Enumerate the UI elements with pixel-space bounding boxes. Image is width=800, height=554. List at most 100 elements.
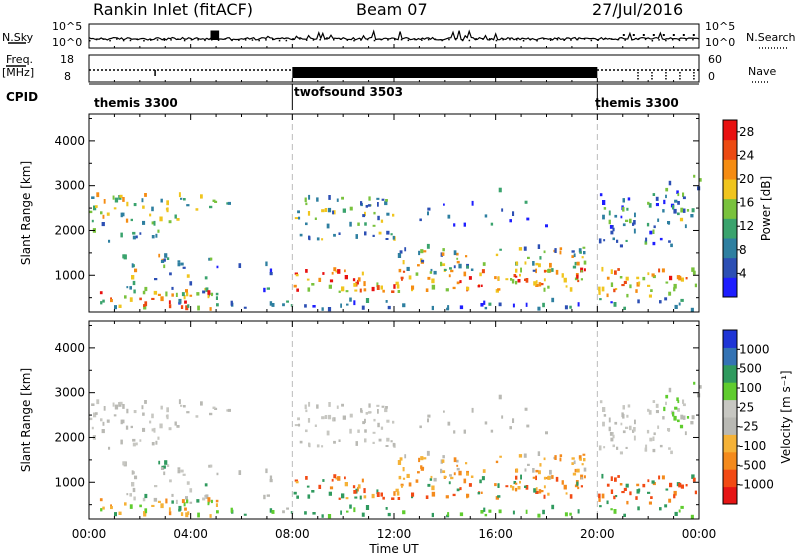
velocity-cell: [512, 510, 515, 515]
velocity-cell: [321, 514, 324, 518]
velocity-cell: [606, 483, 610, 487]
velocity-colorbar-swatch: [723, 330, 737, 348]
power-cell: [580, 278, 583, 281]
power-cell: [551, 268, 554, 272]
nsearch-dot: [638, 38, 640, 40]
velocity-cell: [316, 404, 319, 409]
velocity-cell: [559, 457, 562, 462]
velocity-cell: [119, 401, 123, 405]
velocity-cell: [387, 512, 391, 517]
power-cell: [625, 219, 629, 222]
nsearch-dot: [170, 39, 172, 41]
velocity-cell: [386, 437, 390, 442]
velocity-cell: [357, 486, 359, 492]
velocity-cell: [399, 457, 403, 461]
power-cell: [96, 192, 100, 198]
velocity-cell: [307, 418, 311, 423]
nsearch-dot: [642, 34, 645, 36]
power-cell: [340, 303, 342, 308]
power-cell: [200, 194, 203, 199]
nsearch-dot: [353, 39, 355, 42]
nsearch-dot: [312, 39, 315, 41]
nsearch-dot: [665, 39, 667, 42]
power-cell: [635, 289, 638, 293]
nsearch-dot: [671, 38, 674, 41]
y-tick-label: 1000: [54, 475, 85, 489]
velocity-cell: [677, 400, 680, 404]
power-cell: [376, 197, 380, 200]
power-cell: [196, 292, 200, 296]
velocity-cell: [209, 514, 212, 518]
power-cell: [471, 200, 474, 206]
velocity-cell: [682, 403, 686, 407]
power-cell: [168, 220, 172, 224]
power-cell: [359, 288, 362, 293]
power-cell: [99, 291, 103, 295]
power-cell: [659, 237, 663, 241]
velocity-colorbar-label: 100: [739, 381, 762, 395]
power-cell: [174, 214, 177, 219]
power-cell: [453, 223, 456, 227]
velocity-cell: [699, 385, 702, 389]
power-cell: [551, 297, 555, 303]
power-cell: [677, 212, 680, 216]
power-cell: [326, 223, 330, 229]
velocity-cell: [532, 476, 536, 479]
velocity-cell: [238, 470, 242, 475]
y-tick-label: 3000: [54, 179, 85, 193]
power-cell: [543, 278, 546, 282]
velocity-cell: [372, 441, 375, 444]
velocity-cell: [539, 463, 542, 467]
power-cell: [423, 250, 427, 253]
velocity-cell: [180, 512, 184, 516]
velocity-cell: [305, 409, 308, 413]
power-cell: [692, 270, 696, 275]
power-cell: [429, 271, 433, 274]
power-cell: [336, 198, 339, 202]
nsearch-dot: [644, 38, 647, 41]
velocity-cell: [477, 492, 481, 495]
power-cell: [151, 235, 155, 239]
velocity-cell: [644, 447, 648, 452]
velocity-cell: [377, 409, 379, 414]
velocity-cell: [102, 506, 105, 510]
velocity-cell: [269, 479, 273, 483]
velocity-cell: [465, 462, 468, 465]
velocity-cell: [417, 471, 420, 474]
velocity-cell: [271, 510, 275, 514]
power-cell: [498, 302, 502, 307]
velocity-cell: [177, 467, 181, 470]
velocity-cell: [122, 404, 125, 409]
power-cell: [445, 288, 449, 292]
power-cell: [122, 254, 126, 259]
velocity-cell: [344, 482, 348, 487]
velocity-cell: [540, 490, 544, 493]
power-cell: [584, 268, 586, 272]
velocity-cell: [200, 401, 203, 406]
velocity-cell: [133, 496, 136, 501]
velocity-cell: [357, 429, 360, 433]
velocity-colorbar-swatch: [723, 417, 737, 435]
power-cell: [535, 262, 539, 266]
velocity-cell: [423, 457, 427, 460]
velocity-cell: [564, 512, 568, 517]
power-cell: [613, 288, 616, 293]
velocity-cell: [677, 408, 680, 412]
velocity-cell: [391, 497, 395, 500]
power-cell: [488, 302, 492, 306]
velocity-cell: [610, 489, 614, 494]
power-cell: [465, 255, 468, 258]
power-cell: [337, 269, 341, 274]
power-cell: [171, 286, 174, 290]
x-tick-label: 08:00: [275, 527, 310, 541]
power-cell: [311, 283, 315, 286]
power-cell: [163, 258, 166, 262]
power-cell: [538, 282, 542, 287]
velocity-cell: [333, 474, 337, 479]
power-cell: [539, 256, 542, 260]
power-cell: [399, 250, 403, 254]
power-colorbar-swatch: [723, 238, 737, 259]
power-cell: [668, 180, 672, 186]
velocity-cell: [662, 416, 665, 420]
power-cell: [365, 298, 370, 303]
